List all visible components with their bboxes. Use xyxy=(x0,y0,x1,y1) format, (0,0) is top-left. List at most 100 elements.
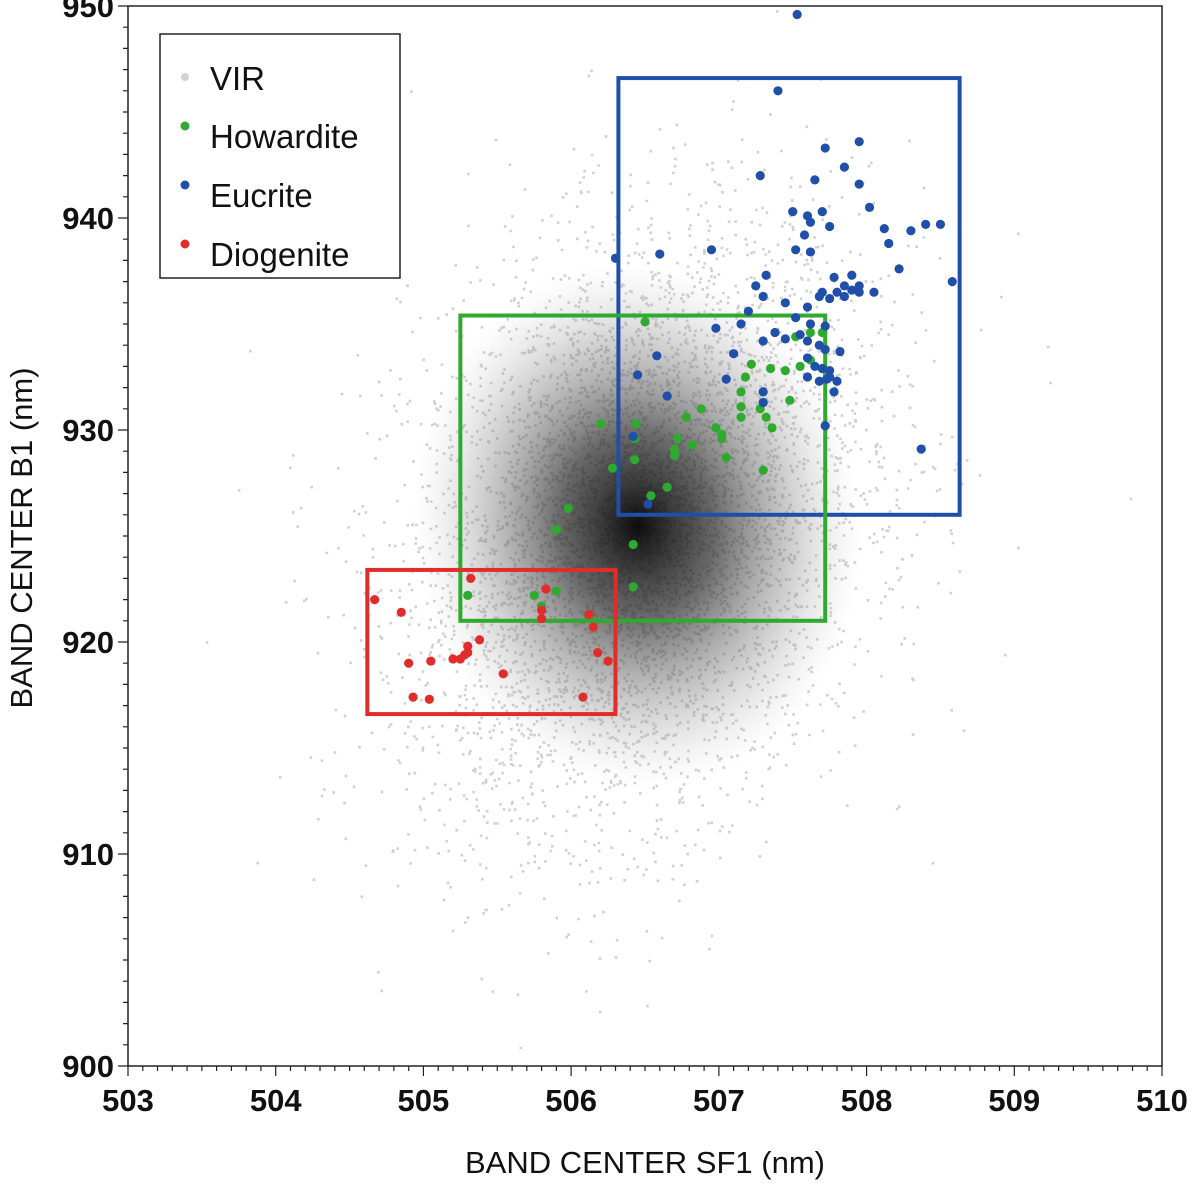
tick-marks xyxy=(118,5,1163,1076)
eucrite-point xyxy=(792,9,802,20)
eucrite-point xyxy=(795,330,805,340)
eucrite-point xyxy=(879,224,889,234)
eucrite-point xyxy=(817,207,827,217)
eucrite-point xyxy=(825,293,835,304)
eucrite-point xyxy=(832,287,842,297)
eucrite-point xyxy=(773,86,783,96)
eucrite-point xyxy=(802,302,813,312)
eucrite-point xyxy=(810,175,820,185)
class-boxes xyxy=(365,76,962,717)
eucrite-point xyxy=(802,353,813,363)
eucrite-point xyxy=(835,346,845,357)
y-tick-label: 950 xyxy=(62,0,114,24)
eucrite-point xyxy=(729,349,739,359)
eucrite-point xyxy=(780,334,790,344)
howardite-point xyxy=(607,463,618,473)
howardite-point xyxy=(711,423,721,433)
howardite-point xyxy=(596,419,606,429)
eucrite-point xyxy=(643,499,653,509)
eucrite-point xyxy=(832,376,842,386)
eucrite-point xyxy=(810,361,820,371)
eucrite-point xyxy=(610,253,621,263)
eucrite-point xyxy=(780,298,790,308)
eucrite-point xyxy=(805,247,816,257)
legend-label-howardite: Howardite xyxy=(210,118,359,155)
diogenite-point xyxy=(424,694,434,704)
howardite-point xyxy=(758,465,768,475)
eucrite-point xyxy=(802,372,813,382)
eucrite-point xyxy=(869,287,879,297)
axis-ticks xyxy=(118,5,1163,1076)
legend-marker-eucrite xyxy=(180,180,190,190)
howardite-point xyxy=(640,317,650,327)
howardite-point xyxy=(721,452,731,463)
eucrite-point xyxy=(652,351,662,361)
sample-points xyxy=(370,9,957,704)
eucrite-point xyxy=(916,444,926,454)
eucrite-point xyxy=(854,281,864,291)
diogenite-point xyxy=(537,605,547,615)
eucrite-point xyxy=(814,291,824,302)
eucrite-point xyxy=(788,207,798,217)
diogenite-point xyxy=(588,622,598,632)
howardite-point xyxy=(529,590,539,600)
eucrite-point xyxy=(817,363,827,374)
eucrite-point xyxy=(822,374,832,384)
eucrite-point xyxy=(820,344,830,355)
eucrite-point xyxy=(854,179,864,189)
y-tick-label: 920 xyxy=(62,625,114,660)
diogenite-point xyxy=(541,584,551,594)
eucrite-point xyxy=(825,221,835,232)
diogenite-point xyxy=(466,573,476,584)
vir-density-cloud xyxy=(205,10,1133,1050)
howardite-point xyxy=(628,582,638,592)
eucrite-point xyxy=(847,270,857,280)
howardite-point xyxy=(736,402,746,412)
howardite-point xyxy=(785,395,795,405)
howardite-point xyxy=(463,590,473,600)
diogenite-point xyxy=(370,595,380,605)
eucrite-point xyxy=(847,285,857,295)
howardite-point xyxy=(669,444,680,454)
howardite-point xyxy=(736,387,746,397)
x-tick-label: 505 xyxy=(398,1083,450,1118)
legend-marker-howardite xyxy=(180,121,190,131)
eucrite-point xyxy=(706,245,717,255)
y-axis-title: BAND CENTER B1 (nm) xyxy=(4,367,39,708)
howardite-point xyxy=(736,412,746,422)
legend-label-vir: VIR xyxy=(210,60,265,97)
eucrite-point xyxy=(758,387,768,397)
eucrite-point xyxy=(820,421,830,431)
diogenite-point xyxy=(463,648,473,658)
diogenite-point xyxy=(584,609,594,620)
howardite-point xyxy=(551,525,561,535)
diogenite-point xyxy=(498,669,508,679)
eucrite-point xyxy=(839,291,850,302)
eucrite-point xyxy=(854,287,864,297)
eucrite-point xyxy=(829,272,839,282)
howardite-point xyxy=(669,450,680,461)
x-tick-label: 509 xyxy=(988,1083,1040,1118)
x-axis-title: BAND CENTER SF1 (nm) xyxy=(465,1145,825,1180)
diogenite-point xyxy=(396,607,406,617)
howardite-point xyxy=(662,482,672,492)
eucrite-point xyxy=(839,281,850,291)
eucrite-point xyxy=(820,143,830,153)
howardite-point xyxy=(672,433,683,444)
howardite-point xyxy=(717,429,727,439)
eucrite-point xyxy=(761,270,771,280)
diogenite-point xyxy=(408,692,418,702)
tick-labels: 503 504 505 506 507 508 509 510 900 910 920 930 940 9… xyxy=(62,0,1188,1118)
eucrite-point xyxy=(662,391,672,401)
eucrite-point xyxy=(628,431,638,441)
eucrite-point xyxy=(799,230,810,240)
x-tick-label: 508 xyxy=(841,1083,893,1118)
eucrite-point xyxy=(751,281,761,291)
eucrite-point xyxy=(721,374,731,384)
eucrite-point xyxy=(711,323,721,333)
eucrite-point xyxy=(839,162,850,172)
eucrite-point xyxy=(791,245,801,255)
y-tick-label: 900 xyxy=(62,1049,114,1084)
diogenite-point xyxy=(448,654,458,664)
eucrite-point xyxy=(864,202,875,212)
